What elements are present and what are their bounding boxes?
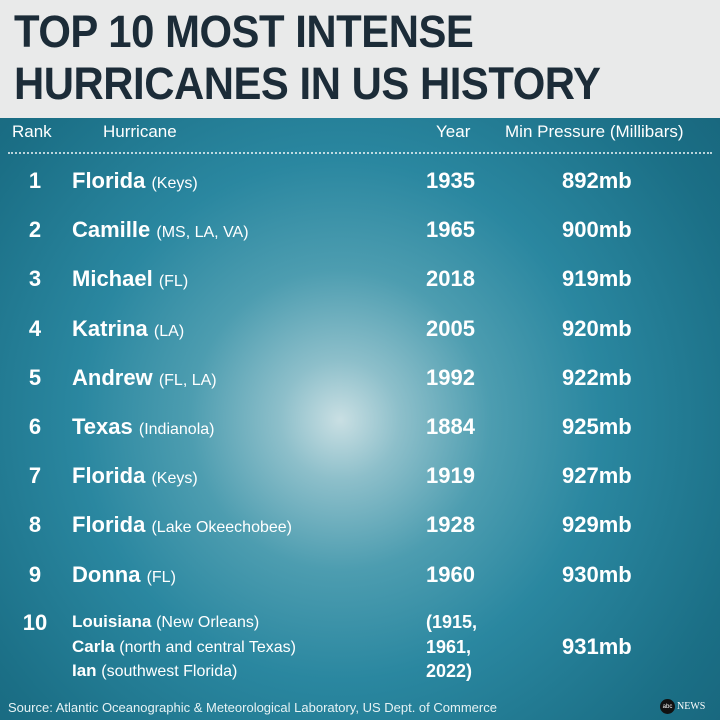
logo-text: NEWS [677,701,706,712]
pressure-cell: 931mb [562,634,632,659]
hurricane-region: (Keys) [151,175,198,192]
title-line-2: HURRICANES IN US HISTORY [14,58,601,109]
hurricane-name: Carla [72,636,115,656]
rank-cell: 7 [28,463,42,489]
hurricane-name-cell: Andrew (FL, LA) [72,365,217,391]
hurricane-name-cell: Camille (MS, LA, VA) [72,217,249,243]
pressure-cell: 892mb [562,168,632,193]
hurricane-name-cell: Katrina (LA) [72,316,184,342]
pressure-cell: 920mb [562,315,632,341]
hurricane-name: Donna [72,561,141,587]
hurricane-region: (New Orleans) [156,614,260,631]
header-year: Year [436,122,471,141]
hurricane-name: Florida [72,512,146,538]
hurricane-name-cell: Louisiana (New Orleans) [72,612,259,632]
header-pressure: Min Pressure (Millibars) [505,122,684,141]
hurricane-name-cell: Florida (Keys) [72,463,198,489]
year-cell: 2005 [426,315,475,341]
rank-cell: 2 [28,217,42,243]
hurricane-name: Texas [72,414,133,439]
hurricane-region: (FL) [158,273,189,291]
hurricane-region: (LA) [153,322,185,340]
rank-cell: 1 [28,168,42,193]
abc-news-logo: abc NEWS [660,699,705,714]
hurricane-name: Ian [72,661,97,680]
year-cell: 1884 [426,414,475,439]
hurricane-region: (MS, LA, VA) [156,224,249,242]
header-divider [8,152,712,154]
hurricane-region: (Keys) [151,470,198,488]
year-cell: 1919 [426,463,475,489]
rank-cell: 6 [28,414,42,439]
pressure-cell: 929mb [562,512,632,538]
pressure-cell: 922mb [562,364,632,390]
year-cell: (1915, [426,612,478,632]
hurricane-region: (Indianola) [138,421,215,438]
hurricane-name: Florida [72,463,146,489]
hurricane-name-cell: Florida (Lake Okeechobee) [72,512,292,538]
hurricane-name: Camille [72,217,151,243]
header-hurricane: Hurricane [103,122,177,141]
rank-cell: 10 [22,610,48,635]
hurricane-region: (north and central Texas) [119,638,296,656]
rank-cell: 3 [28,266,42,292]
hurricane-name-cell: Donna (FL) [72,562,176,588]
hurricane-name: Michael [72,266,153,292]
pressure-cell: 919mb [562,266,632,292]
hurricane-name-cell: Florida (Keys) [72,168,198,194]
year-cell: 1928 [426,512,475,538]
source-note: Source: Atlantic Oceanographic & Meteoro… [8,700,497,715]
year-cell: 1965 [426,217,475,243]
title-banner: TOP 10 MOST INTENSE HURRICANES IN US HIS… [0,0,720,118]
year-cell: 1961, [426,636,472,657]
logo-mark: abc [660,699,675,714]
hurricane-name-cell: Michael (FL) [72,266,188,292]
pressure-cell: 927mb [562,463,632,489]
rank-cell: 4 [28,315,42,341]
hurricane-region: (Lake Okeechobee) [151,519,292,537]
year-cell: 2022) [426,661,473,681]
hurricane-name: Florida [72,168,146,193]
year-cell: 2018 [426,266,475,292]
hurricane-name-cell: Carla (north and central Texas) [72,637,296,657]
hurricane-name-cell: Ian (southwest Florida) [72,661,237,681]
hurricane-name-cell: Texas (Indianola) [72,414,214,440]
pressure-cell: 925mb [562,414,632,439]
year-cell: 1935 [426,168,475,193]
pressure-cell: 930mb [562,561,632,587]
rank-cell: 8 [28,512,42,538]
rank-cell: 9 [28,561,42,587]
hurricane-region: (FL, LA) [158,371,217,389]
page-title: TOP 10 MOST INTENSE HURRICANES IN US HIS… [14,6,601,110]
hurricane-name: Louisiana [72,612,152,631]
hurricane-region: (FL) [146,568,176,586]
hurricane-name: Andrew [72,364,153,390]
pressure-cell: 900mb [562,217,632,243]
hurricane-name: Katrina [72,315,148,341]
header-rank: Rank [12,122,52,141]
year-cell: 1960 [426,561,475,587]
year-cell: 1992 [426,364,475,390]
rank-cell: 5 [28,364,42,390]
title-line-1: TOP 10 MOST INTENSE [14,6,474,57]
hurricane-region: (southwest Florida) [101,663,238,680]
